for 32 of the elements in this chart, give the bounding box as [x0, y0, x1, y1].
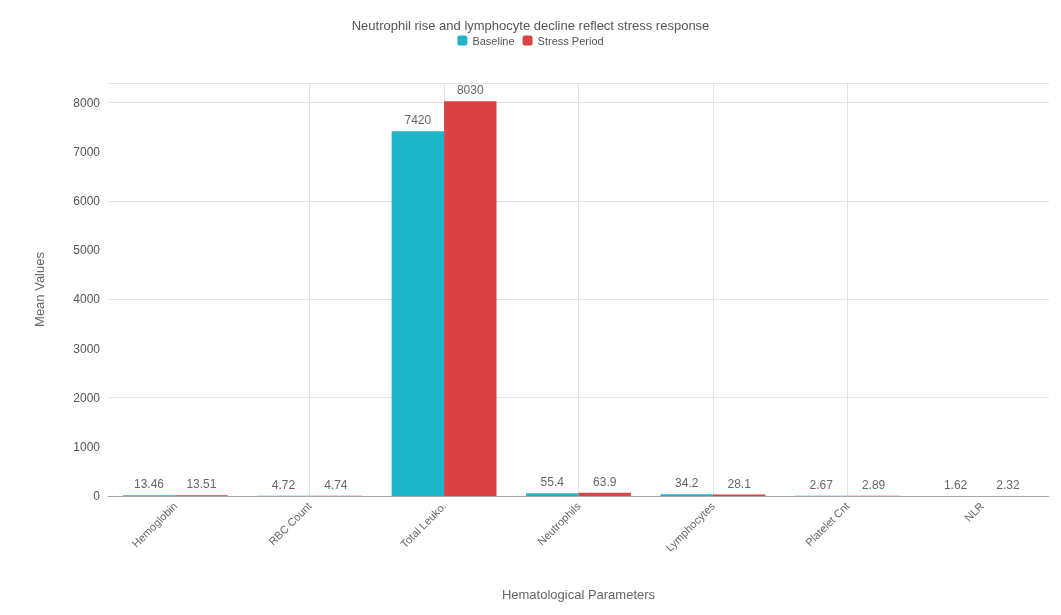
y-tick-label: 8000 [73, 95, 101, 110]
y-tick-label: 3000 [73, 341, 101, 356]
bar [526, 493, 579, 496]
data-label: 28.1 [727, 476, 752, 491]
y-tick-label: 1000 [73, 439, 101, 454]
data-label: 8030 [456, 83, 484, 98]
data-label: 55.4 [540, 475, 565, 490]
y-tick-label: 4000 [73, 292, 101, 307]
data-label: 2.89 [861, 477, 886, 492]
chart-title: Neutrophil rise and lymphocyte decline reflect stress response [351, 18, 710, 33]
data-label: 7420 [404, 113, 432, 128]
y-tick-label: 0 [93, 489, 101, 503]
bar [578, 492, 631, 496]
y-tick-label: 2000 [73, 390, 101, 405]
data-label: 2.32 [996, 477, 1020, 492]
bar [444, 101, 497, 496]
legend-label: Stress Period [537, 34, 604, 47]
data-label: 1.62 [943, 477, 968, 492]
y-tick-label: 5000 [73, 243, 101, 258]
y-tick-label: 6000 [73, 194, 101, 208]
data-label: 34.2 [675, 476, 699, 491]
x-axis-title: Hematological Parameters [501, 587, 656, 602]
legend-label: Baseline [472, 34, 515, 47]
data-label: 4.72 [271, 477, 296, 492]
data-label: 4.74 [324, 477, 348, 492]
y-tick-label: 7000 [73, 144, 101, 159]
data-label: 63.9 [593, 474, 617, 489]
data-label: 2.67 [809, 477, 834, 492]
y-axis-title: Mean Values [32, 251, 47, 327]
data-label: 13.46 [133, 477, 165, 492]
data-label: 13.51 [186, 477, 217, 492]
bar [391, 131, 445, 496]
